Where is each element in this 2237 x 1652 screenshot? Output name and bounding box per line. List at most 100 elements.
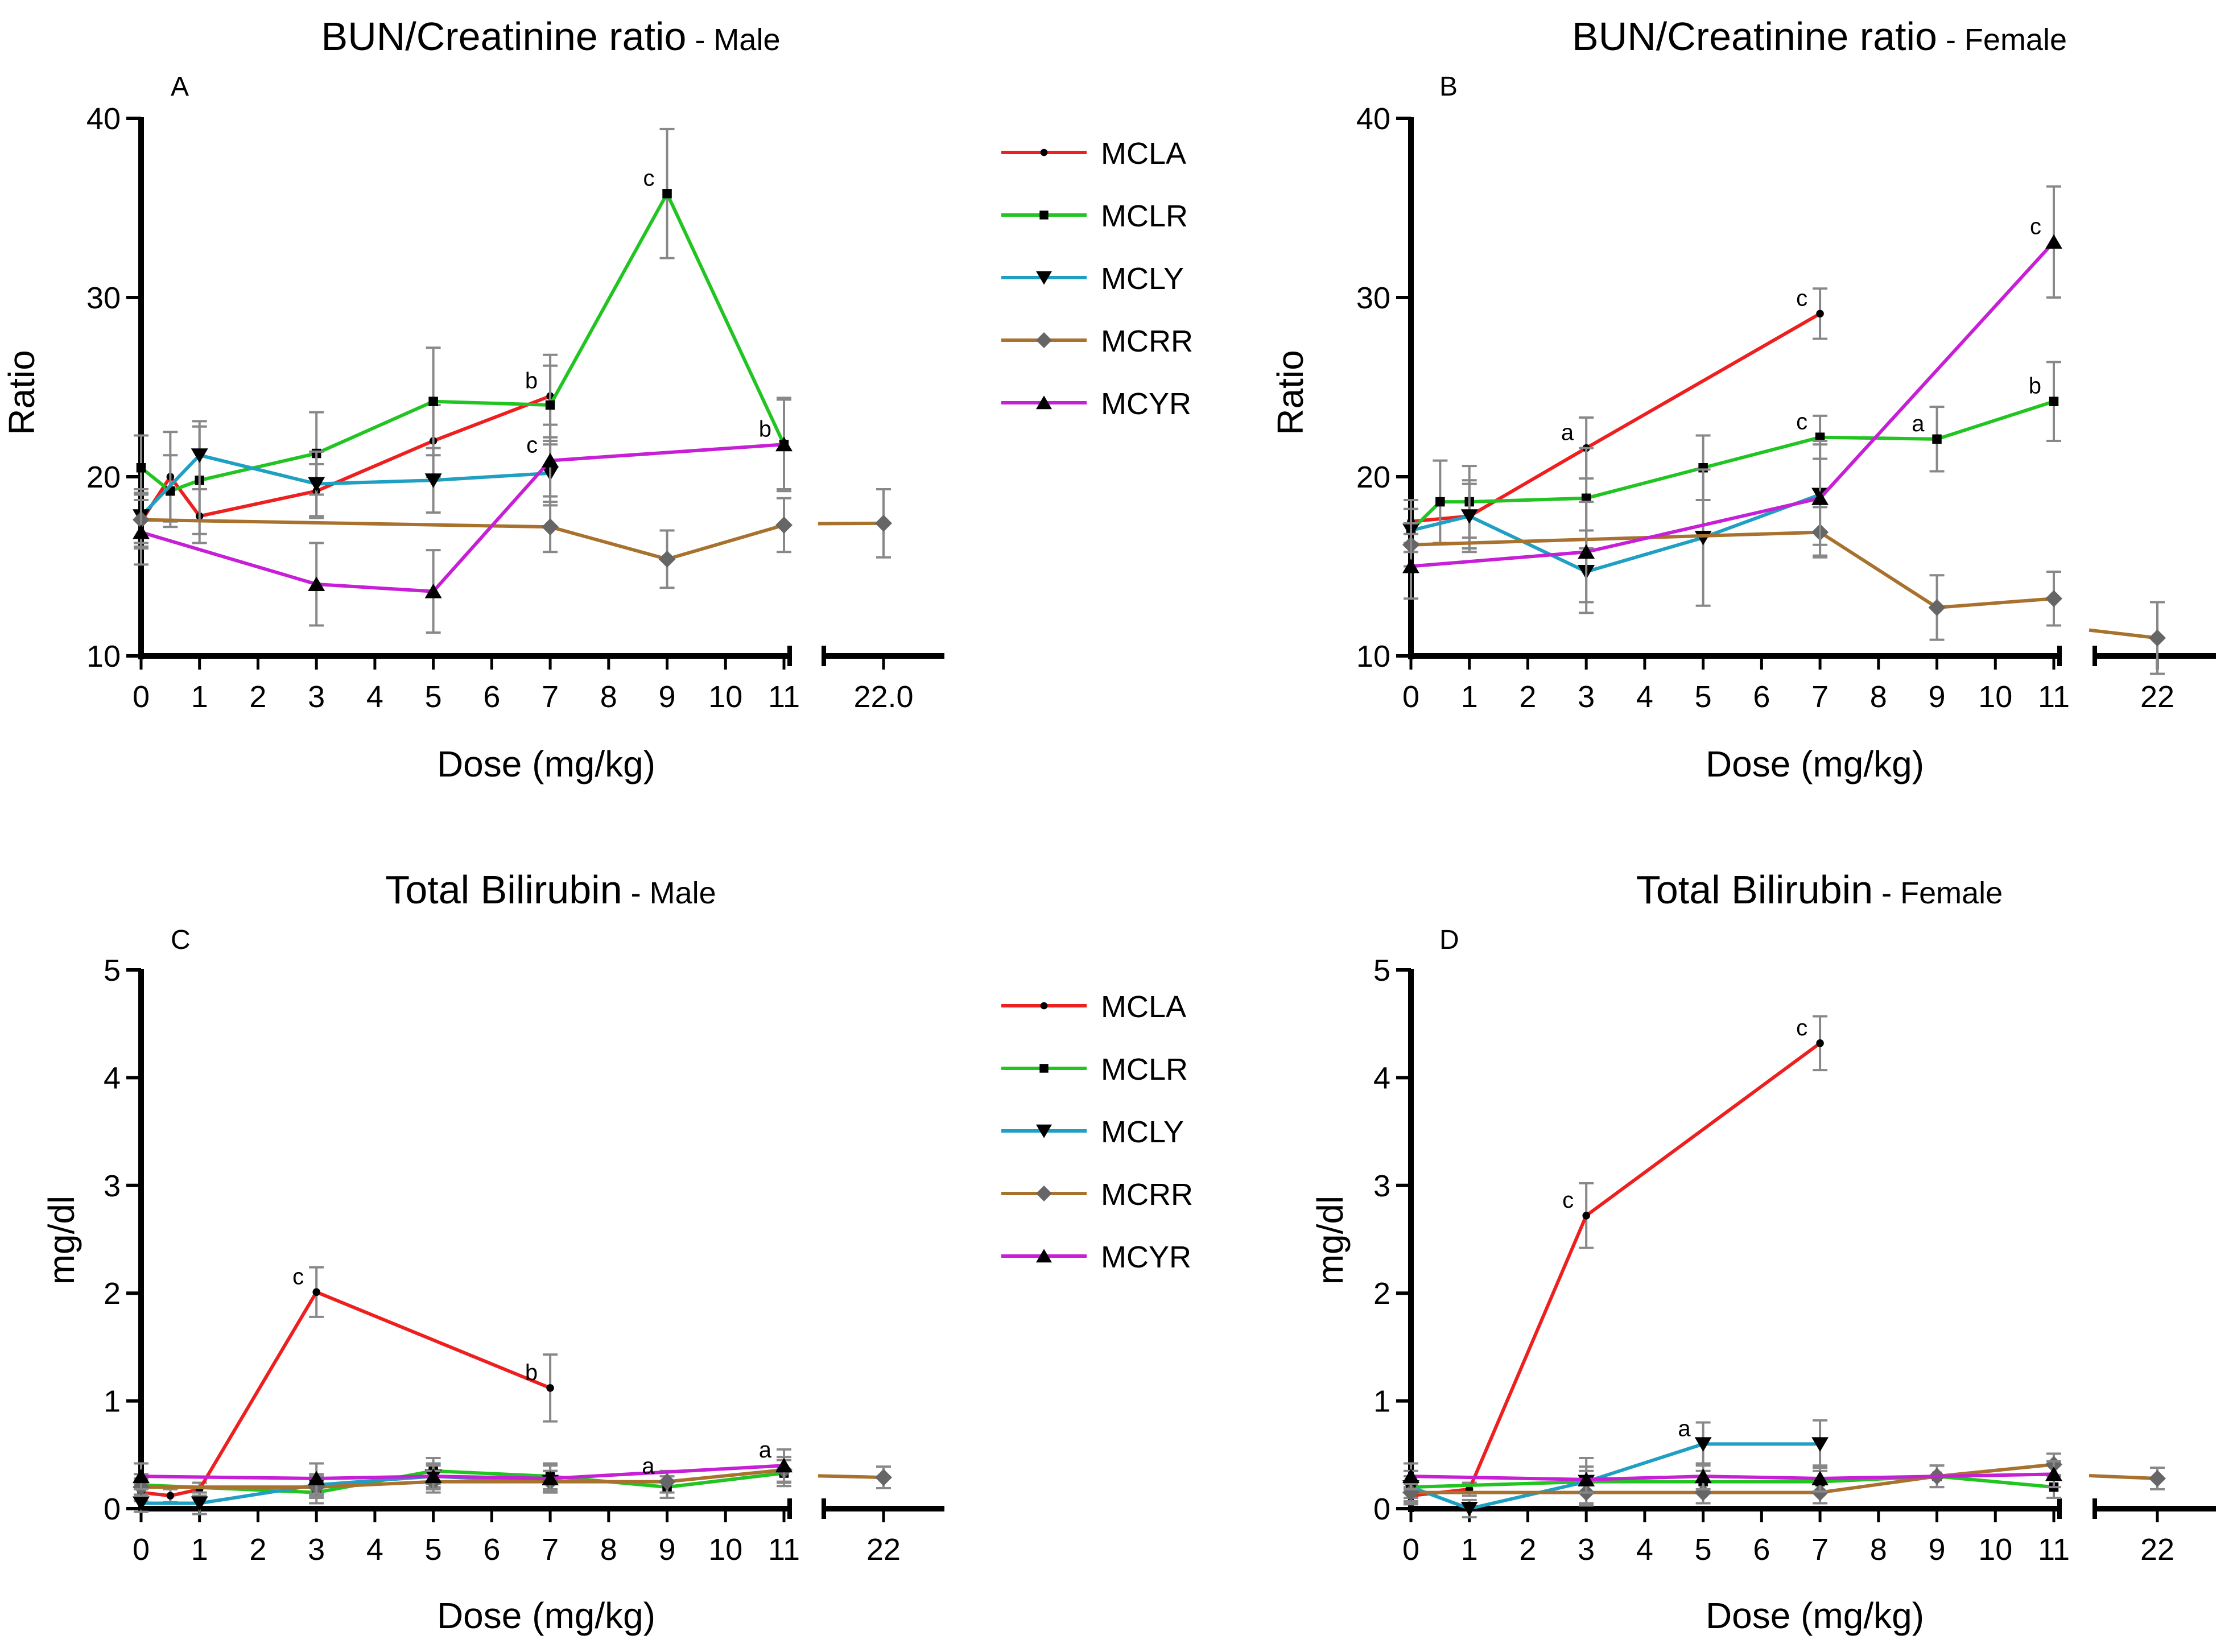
chart-panel-a: BUN/Creatinine ratio - Male A Ratio Dose (m… <box>1 14 944 784</box>
significance-label: c <box>2030 214 2041 239</box>
x-tick-label: 5 <box>1695 1533 1712 1567</box>
x-tick-label-break: 22 <box>866 1533 901 1567</box>
data-point <box>542 453 559 468</box>
x-tick-label: 5 <box>1695 680 1712 714</box>
chart-title: BUN/Creatinine ratio - Female <box>1572 14 2067 59</box>
y-axis-label: mg/dl <box>1310 1196 1351 1285</box>
x-tick-label: 7 <box>1811 680 1829 714</box>
data-point <box>308 576 325 591</box>
chart-title: Total Bilirubin - Female <box>1636 868 2003 912</box>
y-tick-label: 3 <box>104 1169 121 1203</box>
chart-title: Total Bilirubin - Male <box>385 868 716 912</box>
legend-marker <box>1036 1249 1052 1263</box>
y-tick-label: 1 <box>104 1385 121 1419</box>
y-tick-label: 20 <box>86 460 121 494</box>
data-point <box>133 1468 150 1484</box>
data-point <box>1578 1472 1595 1486</box>
x-tick-label: 4 <box>1636 1533 1653 1567</box>
y-tick-label: 30 <box>1356 281 1390 315</box>
legend-label: MCLY <box>1101 262 1184 296</box>
significance-label: a <box>642 1454 655 1479</box>
data-point <box>658 550 676 568</box>
y-tick-label: 2 <box>1373 1277 1390 1311</box>
data-point <box>1581 493 1591 503</box>
data-point <box>542 1471 559 1485</box>
x-tick-label: 6 <box>1753 1533 1770 1567</box>
legend-entry-mcly: MCLY <box>1001 262 1184 296</box>
y-tick-label: 20 <box>1356 460 1390 494</box>
x-tick-label: 1 <box>191 680 208 714</box>
data-point <box>424 584 442 598</box>
data-point <box>1578 544 1595 559</box>
series-mcly <box>1402 443 1829 614</box>
legend-marker <box>1036 395 1052 410</box>
legend-marker <box>1036 1124 1052 1138</box>
significance-label: b <box>2029 374 2041 399</box>
data-point <box>1694 1437 1712 1452</box>
data-point <box>1460 509 1478 524</box>
y-tick-label: 30 <box>86 281 121 315</box>
data-point <box>133 524 150 539</box>
data-point <box>775 517 793 534</box>
x-tick-label: 8 <box>600 680 617 714</box>
x-tick-label: 5 <box>425 680 442 714</box>
x-tick-label-break: 22 <box>2140 680 2174 714</box>
data-point <box>1816 309 1824 318</box>
data-point <box>308 477 325 492</box>
legend-marker <box>1036 1186 1052 1201</box>
chart-title: BUN/Creatinine ratio - Male <box>321 14 781 59</box>
x-tick-label: 10 <box>708 680 742 714</box>
x-axis-label: Dose (mg/kg) <box>1706 1595 1924 1636</box>
y-tick-label: 4 <box>1373 1061 1390 1095</box>
x-tick-label-break: 22 <box>2140 1533 2174 1567</box>
legend-label: MCRR <box>1101 1178 1193 1212</box>
x-tick-label: 0 <box>1402 1533 1419 1567</box>
x-tick-label: 8 <box>1870 1533 1887 1567</box>
data-point <box>136 463 146 473</box>
data-point <box>166 1492 175 1500</box>
series-mcyr <box>1402 1460 2062 1494</box>
legend-label: MCYR <box>1101 1240 1191 1274</box>
chart-title-main: Total Bilirubin <box>385 868 622 912</box>
series-line <box>1409 399 2054 532</box>
x-tick-label: 11 <box>768 680 800 714</box>
data-point <box>1811 1471 1829 1485</box>
x-tick-label: 2 <box>249 680 266 714</box>
significance-label: c <box>1796 286 1807 311</box>
x-tick-label: 3 <box>308 680 325 714</box>
x-tick-label: 7 <box>542 1533 559 1567</box>
y-tick-label: 3 <box>1373 1169 1390 1203</box>
legend-marker <box>1040 148 1048 156</box>
series-mclr <box>134 127 791 535</box>
y-axis-label: Ratio <box>1270 350 1311 435</box>
series-line-break <box>2089 1474 2158 1480</box>
legend-entry-mcla: MCLA <box>1001 990 1186 1024</box>
y-tick-label: 5 <box>1373 953 1390 988</box>
data-point <box>2045 1466 2062 1481</box>
significance-label: a <box>1561 420 1574 445</box>
series-line <box>139 453 551 518</box>
x-tick-label: 11 <box>768 1533 800 1567</box>
x-tick-label: 2 <box>1519 1533 1536 1567</box>
x-tick-label: 10 <box>1978 680 2012 714</box>
series-line-break <box>2089 628 2158 640</box>
x-tick-label: 9 <box>1929 680 1946 714</box>
series-line <box>1410 1475 2054 1489</box>
legend-marker <box>1039 1064 1049 1073</box>
legend-entry-mcyr: MCYR <box>1001 387 1191 421</box>
data-point <box>662 189 672 199</box>
chart-title-main: BUN/Creatinine ratio <box>1572 14 1937 59</box>
series-line <box>141 1468 785 1489</box>
series-line <box>1410 241 2056 568</box>
legend-entry-mcrr: MCRR <box>1001 1178 1193 1212</box>
x-tick-label: 11 <box>2038 1533 2070 1567</box>
x-tick-label: 9 <box>659 1533 676 1567</box>
chart-title-suffix: - Male <box>622 876 716 910</box>
significance-label: a <box>1678 1416 1691 1441</box>
significance-label: c <box>292 1264 304 1289</box>
data-point <box>133 1496 150 1511</box>
panel-letter: D <box>1439 925 1459 955</box>
significance-label: c <box>1796 1015 1807 1040</box>
chart-title-main: Total Bilirubin <box>1636 868 1873 912</box>
